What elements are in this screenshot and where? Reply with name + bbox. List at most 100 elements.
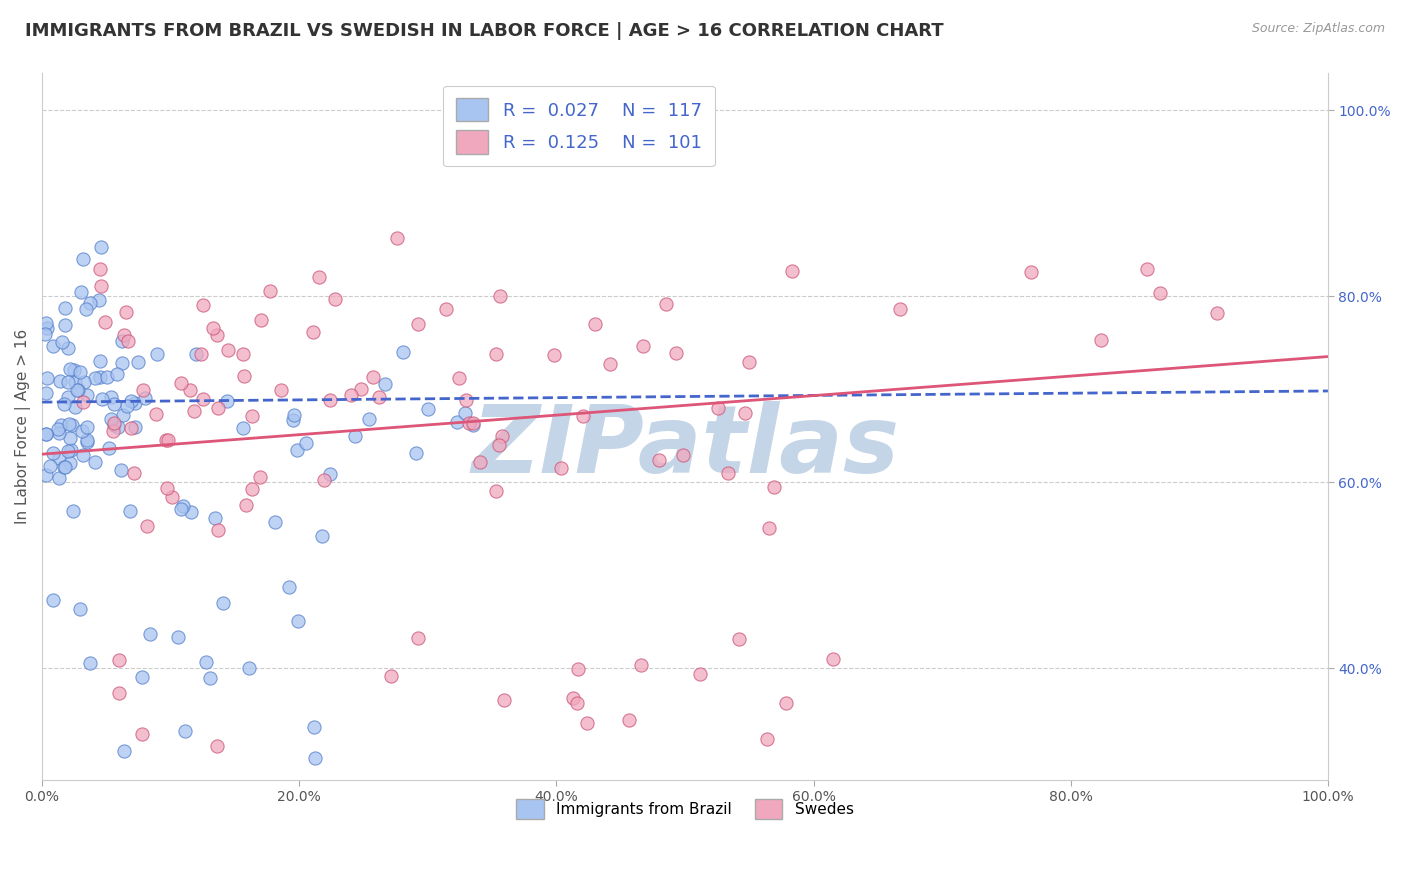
Point xyxy=(385,231,408,245)
Point xyxy=(89,370,111,384)
Point xyxy=(172,499,194,513)
Point xyxy=(277,580,299,594)
Point xyxy=(463,417,485,432)
Point xyxy=(617,713,640,727)
Point xyxy=(131,727,153,741)
Point xyxy=(48,471,70,485)
Point xyxy=(319,392,342,407)
Point xyxy=(48,374,70,388)
Point xyxy=(488,438,510,452)
Point xyxy=(183,404,205,418)
Point xyxy=(67,383,90,397)
Point xyxy=(103,397,125,411)
Point xyxy=(202,321,225,335)
Point xyxy=(319,467,342,482)
Point xyxy=(180,505,202,519)
Point xyxy=(69,365,91,379)
Point xyxy=(738,355,761,369)
Point xyxy=(359,412,381,426)
Point xyxy=(96,370,118,384)
Point xyxy=(250,313,273,327)
Point xyxy=(76,435,98,450)
Point xyxy=(630,658,652,673)
Point xyxy=(124,419,146,434)
Point xyxy=(240,482,263,496)
Point xyxy=(111,356,134,370)
Point xyxy=(90,278,112,293)
Point xyxy=(484,347,506,361)
Point xyxy=(114,304,136,318)
Point xyxy=(665,345,688,359)
Point xyxy=(90,240,112,254)
Point xyxy=(79,295,101,310)
Point xyxy=(63,376,86,390)
Point xyxy=(240,409,263,423)
Point xyxy=(308,269,330,284)
Point xyxy=(416,402,439,417)
Point xyxy=(207,523,229,537)
Point xyxy=(35,371,58,385)
Point xyxy=(58,342,80,356)
Point xyxy=(195,655,218,669)
Point xyxy=(344,428,367,442)
Point xyxy=(63,400,86,414)
Point xyxy=(463,416,485,430)
Point xyxy=(120,394,142,409)
Point xyxy=(170,376,193,390)
Point xyxy=(83,371,105,385)
Point xyxy=(72,252,94,266)
Point xyxy=(38,459,60,474)
Point xyxy=(53,460,76,475)
Point xyxy=(311,529,333,543)
Point xyxy=(485,483,508,498)
Point xyxy=(238,661,260,675)
Point xyxy=(162,490,184,504)
Point xyxy=(120,504,142,518)
Point xyxy=(406,631,429,645)
Point xyxy=(821,651,844,665)
Point xyxy=(734,406,756,420)
Point xyxy=(1206,306,1229,320)
Point xyxy=(350,382,373,396)
Point xyxy=(470,455,492,469)
Point xyxy=(631,339,654,353)
Point xyxy=(285,443,308,458)
Point xyxy=(69,602,91,616)
Point xyxy=(49,418,72,433)
Point xyxy=(72,448,94,462)
Point xyxy=(53,318,76,332)
Point xyxy=(117,399,139,413)
Point xyxy=(456,392,478,407)
Point xyxy=(457,417,479,431)
Point xyxy=(756,731,779,746)
Point xyxy=(41,339,63,353)
Point xyxy=(105,367,128,381)
Point xyxy=(889,302,911,317)
Point xyxy=(131,670,153,684)
Point xyxy=(35,426,58,441)
Legend: Immigrants from Brazil, Swedes: Immigrants from Brazil, Swedes xyxy=(510,793,859,825)
Point xyxy=(204,511,226,525)
Point xyxy=(489,289,512,303)
Point xyxy=(775,697,797,711)
Point xyxy=(100,390,122,404)
Point xyxy=(111,409,134,423)
Point xyxy=(136,519,159,533)
Point xyxy=(550,461,572,475)
Point xyxy=(42,593,65,607)
Point xyxy=(728,632,751,647)
Point xyxy=(392,345,415,359)
Point xyxy=(707,401,730,415)
Point xyxy=(249,469,271,483)
Point xyxy=(37,321,59,335)
Point xyxy=(494,692,516,706)
Point xyxy=(89,261,111,276)
Point xyxy=(567,662,589,676)
Point xyxy=(232,347,254,361)
Point xyxy=(191,392,214,407)
Point xyxy=(76,388,98,402)
Point xyxy=(90,392,112,406)
Point xyxy=(58,417,80,431)
Point xyxy=(1149,286,1171,301)
Point xyxy=(146,347,169,361)
